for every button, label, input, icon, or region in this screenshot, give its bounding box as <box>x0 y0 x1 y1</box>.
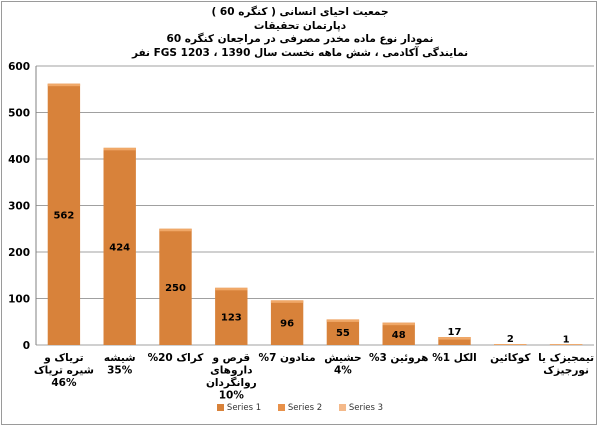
bar <box>382 322 415 345</box>
legend-swatch-series-3 <box>338 404 346 411</box>
bar-highlight <box>494 344 527 345</box>
x-tick-label: 10% <box>219 390 245 402</box>
x-tick-label: شیشه <box>104 352 136 364</box>
x-tick-label: قرص و <box>211 352 250 364</box>
legend-item-series-1: Series 1 <box>216 403 262 413</box>
y-tick-label: 500 <box>8 108 30 120</box>
x-tick-label: الکل 1% <box>432 352 477 364</box>
bar-highlight <box>215 287 248 291</box>
title-line-3: نمودار نوع ماده مخدر مصرفی در مراجعان کن… <box>166 33 434 45</box>
title-line-4: نمایندگی آکادمی ، شش ماهه نخست سال 1390 … <box>131 46 469 59</box>
bar <box>47 83 81 346</box>
data-label: 250 <box>165 283 186 294</box>
x-tick-label: تیمجیزک یا <box>538 352 594 364</box>
x-tick-label: تریاک و <box>43 352 83 364</box>
legend: Series 1 Series 2 Series 3 <box>0 403 600 413</box>
legend-swatch-series-1 <box>216 404 224 411</box>
bar <box>159 228 192 345</box>
data-label: 424 <box>109 242 130 253</box>
x-tick-label: 35% <box>107 365 133 377</box>
legend-label-series-1: Series 1 <box>226 403 262 413</box>
bar-highlight <box>326 319 360 322</box>
x-tick-label: حشیش <box>324 352 361 364</box>
x-tick-label: 4% <box>334 365 352 377</box>
x-tick-label: 46% <box>51 377 77 389</box>
data-label: 17 <box>448 327 462 338</box>
data-label: 96 <box>280 319 294 330</box>
bar <box>215 287 248 345</box>
data-label: 2 <box>507 334 514 345</box>
x-tick-label: هروئین 3% <box>369 352 429 364</box>
title-line-2: دپارتمان تحقیقات <box>253 19 347 32</box>
data-label: 562 <box>53 210 74 221</box>
legend-item-series-2: Series 2 <box>277 403 323 413</box>
y-tick-label: 400 <box>8 154 30 166</box>
legend-swatch-series-2 <box>277 404 285 411</box>
bar <box>270 300 304 345</box>
x-tick-label: داروهای <box>210 365 253 377</box>
bar-highlight <box>438 337 471 340</box>
x-tick-label: کراک 20% <box>148 352 205 364</box>
y-tick-label: 300 <box>8 201 30 213</box>
data-label: 123 <box>221 312 242 323</box>
bar <box>326 319 360 345</box>
y-tick-label: 200 <box>8 247 30 259</box>
bar-highlight <box>159 228 192 232</box>
x-tick-label: متادون 7% <box>259 352 316 364</box>
bar <box>438 337 471 345</box>
data-label: 55 <box>336 328 350 339</box>
data-label: 1 <box>563 335 570 346</box>
x-tick-label: روانگردان <box>206 376 257 389</box>
bar-highlight <box>382 322 415 326</box>
x-tick-label: شیره تریاک <box>34 365 94 377</box>
data-label: 48 <box>392 330 406 341</box>
legend-label-series-2: Series 2 <box>287 403 323 413</box>
legend-item-series-3: Series 3 <box>338 403 384 413</box>
y-tick-label: 600 <box>8 61 30 73</box>
title-line-1: جمعیت احیای انسانی ( کنگره 60 ) <box>211 6 389 18</box>
chart-title: جمعیت احیای انسانی ( کنگره 60 ) دپارتمان… <box>0 6 600 60</box>
bar-highlight <box>549 344 583 345</box>
y-tick-label: 100 <box>8 294 30 306</box>
bar-highlight <box>47 83 81 87</box>
y-tick-label: 0 <box>23 340 30 352</box>
legend-label-series-3: Series 3 <box>348 403 384 413</box>
bar <box>103 147 136 345</box>
bar-highlight <box>103 147 136 151</box>
x-tick-label: کوکائین <box>490 352 531 364</box>
bar-highlight <box>270 300 304 303</box>
x-tick-label: نورجیزک <box>543 365 589 377</box>
